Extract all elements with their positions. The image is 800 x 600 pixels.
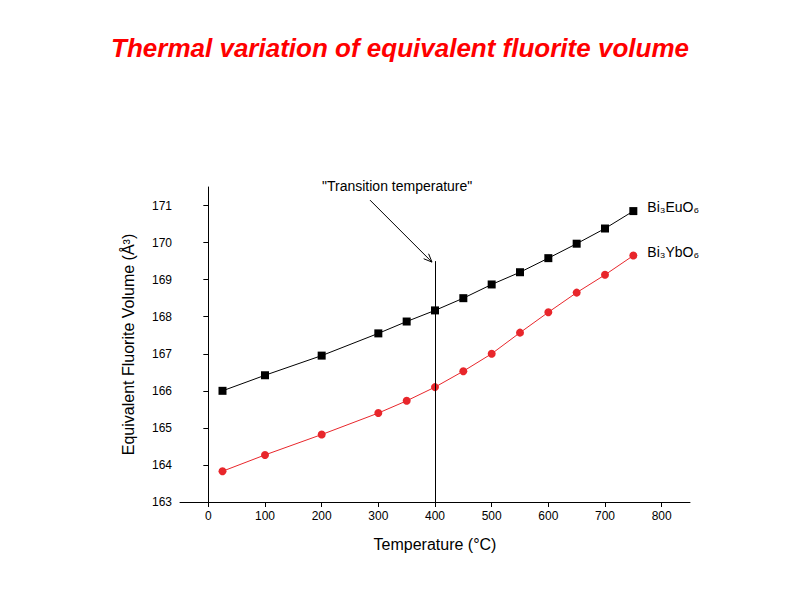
svg-text:168: 168: [152, 310, 172, 324]
svg-text:164: 164: [152, 458, 172, 472]
svg-text:200: 200: [312, 509, 332, 523]
svg-text:400: 400: [425, 509, 445, 523]
svg-text:0: 0: [205, 509, 212, 523]
svg-text:167: 167: [152, 347, 172, 361]
svg-text:Temperature (°C): Temperature (°C): [374, 536, 497, 553]
svg-text:100: 100: [255, 509, 275, 523]
svg-text:800: 800: [652, 509, 672, 523]
svg-text:166: 166: [152, 384, 172, 398]
svg-text:170: 170: [152, 236, 172, 250]
svg-text:600: 600: [538, 509, 558, 523]
svg-text:"Transition temperature": "Transition temperature": [322, 178, 472, 194]
svg-text:163: 163: [152, 495, 172, 509]
svg-text:165: 165: [152, 421, 172, 435]
svg-text:500: 500: [482, 509, 502, 523]
svg-text:169: 169: [152, 273, 172, 287]
svg-text:300: 300: [368, 509, 388, 523]
svg-text:Equivalent Fluorite Volume (Å³: Equivalent Fluorite Volume (Å³): [119, 234, 137, 455]
svg-text:171: 171: [152, 199, 172, 213]
svg-text:Thermal variation of equivalen: Thermal variation of equivalent fluorite…: [111, 33, 689, 63]
svg-text:Bi₃EuO₆: Bi₃EuO₆: [647, 199, 699, 215]
svg-text:Bi₃YbO₆: Bi₃YbO₆: [647, 244, 699, 260]
svg-text:700: 700: [595, 509, 615, 523]
